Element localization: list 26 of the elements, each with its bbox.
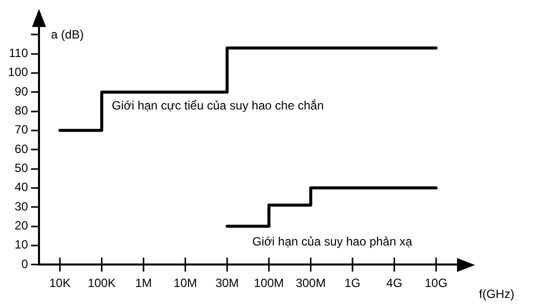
- y-tick-label: 10: [14, 238, 28, 252]
- x-tick-label: 10M: [174, 276, 197, 290]
- y-tick-label: 70: [14, 122, 28, 137]
- y-tick-label: 50: [14, 161, 28, 176]
- x-tick-label: 10K: [49, 276, 71, 290]
- x-tick-label: 100K: [88, 276, 116, 290]
- x-tick-label: 1M: [135, 276, 152, 290]
- x-tick-label: 30M: [215, 276, 239, 290]
- y-tick-label: 100: [8, 65, 28, 80]
- x-tick-label: 1G: [344, 276, 361, 290]
- x-tick-label: 4G: [386, 276, 402, 290]
- y-axis-title: a (dB): [51, 27, 84, 42]
- x-tick-label: 10G: [424, 276, 448, 290]
- y-tick-label: 30: [14, 199, 28, 214]
- y-tick-label: 90: [14, 84, 28, 98]
- x-axis-title: f(GHz): [479, 286, 514, 301]
- y-tick-label: 0: [21, 256, 28, 271]
- series-label: Giới hạn của suy hao phản xạ: [252, 234, 412, 249]
- series-label: Giới hạn cực tiểu của suy hao che chắn: [112, 98, 324, 112]
- y-tick-label: 110: [8, 46, 28, 60]
- y-tick-label: 40: [14, 180, 28, 194]
- y-tick-label: 20: [14, 218, 28, 233]
- y-tick-label: 60: [14, 142, 28, 156]
- y-tick-label: 80: [14, 104, 28, 118]
- x-tick-label: 100M: [254, 276, 284, 290]
- x-tick-label: 300M: [296, 276, 326, 290]
